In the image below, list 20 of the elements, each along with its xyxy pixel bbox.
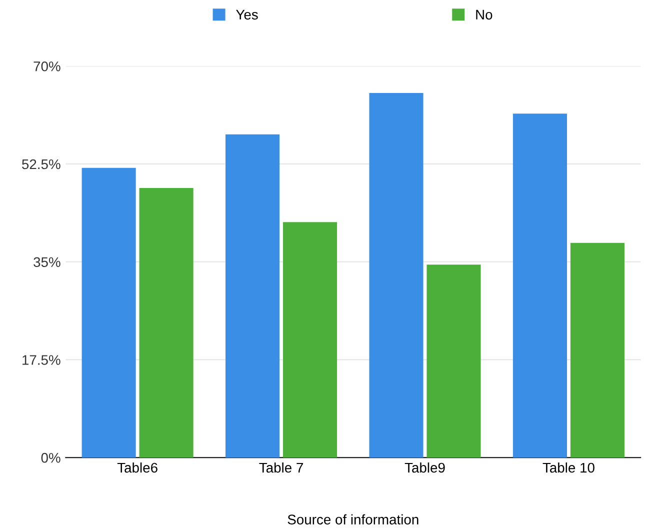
y-tick-label: 35% xyxy=(34,257,60,268)
legend-label: Yes xyxy=(236,10,258,20)
x-tick-label: Table 7 xyxy=(259,462,303,473)
bar xyxy=(283,222,338,458)
y-tick-label: 17.5% xyxy=(22,355,60,365)
legend-label: No xyxy=(476,10,492,20)
bar xyxy=(82,168,136,458)
y-tick-label: 52.5% xyxy=(22,159,60,170)
x-axis-title: Source of information xyxy=(288,514,418,524)
bar xyxy=(369,92,424,458)
x-tick-label: Table9 xyxy=(404,462,445,473)
x-tick-label: Table 10 xyxy=(542,462,594,473)
y-tick-label: 70% xyxy=(34,61,60,72)
y-tick-label: 0% xyxy=(41,452,60,463)
bar xyxy=(139,188,194,458)
bar xyxy=(570,242,624,458)
bar xyxy=(426,264,481,458)
x-tick-label: Table6 xyxy=(117,462,158,473)
bar xyxy=(512,114,567,458)
bar xyxy=(226,134,280,458)
